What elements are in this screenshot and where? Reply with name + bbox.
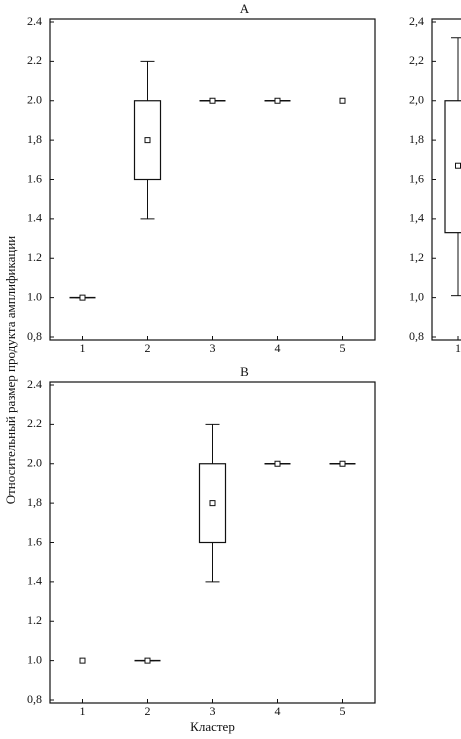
x-tick-label: 3 xyxy=(210,704,216,718)
x-tick-label: 2 xyxy=(145,704,151,718)
center-marker xyxy=(339,97,346,104)
center-marker xyxy=(79,294,86,301)
y-tick-label: 0,8 xyxy=(409,329,424,343)
y-tick-label: 1.6 xyxy=(27,534,42,548)
center-marker xyxy=(144,657,151,664)
x-tick-label: 4 xyxy=(275,704,281,718)
x-tick-label: 1 xyxy=(80,704,86,718)
y-tick-label: 1,8 xyxy=(409,132,424,146)
x-tick-label: 5 xyxy=(340,341,346,355)
panel-title: B xyxy=(240,364,249,379)
center-marker xyxy=(209,97,216,104)
center-marker xyxy=(455,162,461,169)
y-tick-label: 1,6 xyxy=(409,171,424,185)
y-tick-label: 1.0 xyxy=(27,652,42,666)
panel-title: A xyxy=(240,1,250,16)
y-tick-label: 2.2 xyxy=(27,416,42,430)
center-marker xyxy=(274,460,281,467)
y-tick-label: 2.2 xyxy=(27,53,42,67)
center-marker xyxy=(209,500,216,507)
y-tick-label: 2.4 xyxy=(27,14,42,28)
center-marker xyxy=(79,657,86,664)
y-tick-label: 1,2 xyxy=(409,250,424,264)
x-tick-label: 2 xyxy=(145,341,151,355)
box xyxy=(444,100,461,234)
y-tick-label: 0,8 xyxy=(27,692,42,706)
x-tick-label: 3 xyxy=(210,341,216,355)
y-tick-label: 0,8 xyxy=(27,329,42,343)
x-axis-label: Кластер xyxy=(190,719,235,734)
y-tick-label: 1.0 xyxy=(27,289,42,303)
box xyxy=(133,100,162,181)
x-tick-label: 1 xyxy=(455,341,461,355)
y-tick-label: 2.4 xyxy=(27,377,42,391)
y-tick-label: 2,0 xyxy=(409,93,424,107)
y-tick-label: 2,2 xyxy=(409,53,424,67)
center-marker xyxy=(144,137,151,144)
y-axis-label: Относительный размер продукта амплификац… xyxy=(3,236,18,505)
y-tick-label: 2,4 xyxy=(409,14,424,28)
y-tick-label: 1.6 xyxy=(27,171,42,185)
y-tick-label: 2.0 xyxy=(27,93,42,107)
y-tick-label: 1.2 xyxy=(27,613,42,627)
y-tick-label: 1,8 xyxy=(27,132,42,146)
plot-frame xyxy=(49,18,376,341)
center-marker xyxy=(274,97,281,104)
y-tick-label: 1,8 xyxy=(27,495,42,509)
y-tick-label: 1.4 xyxy=(27,574,42,588)
y-tick-label: 1.4 xyxy=(27,211,42,225)
x-tick-label: 5 xyxy=(340,704,346,718)
center-marker xyxy=(339,460,346,467)
y-tick-label: 1.2 xyxy=(27,250,42,264)
y-tick-label: 1,0 xyxy=(409,289,424,303)
x-tick-label: 4 xyxy=(275,341,281,355)
y-tick-label: 1,4 xyxy=(409,211,424,225)
x-tick-label: 1 xyxy=(80,341,86,355)
y-tick-label: 2.0 xyxy=(27,456,42,470)
